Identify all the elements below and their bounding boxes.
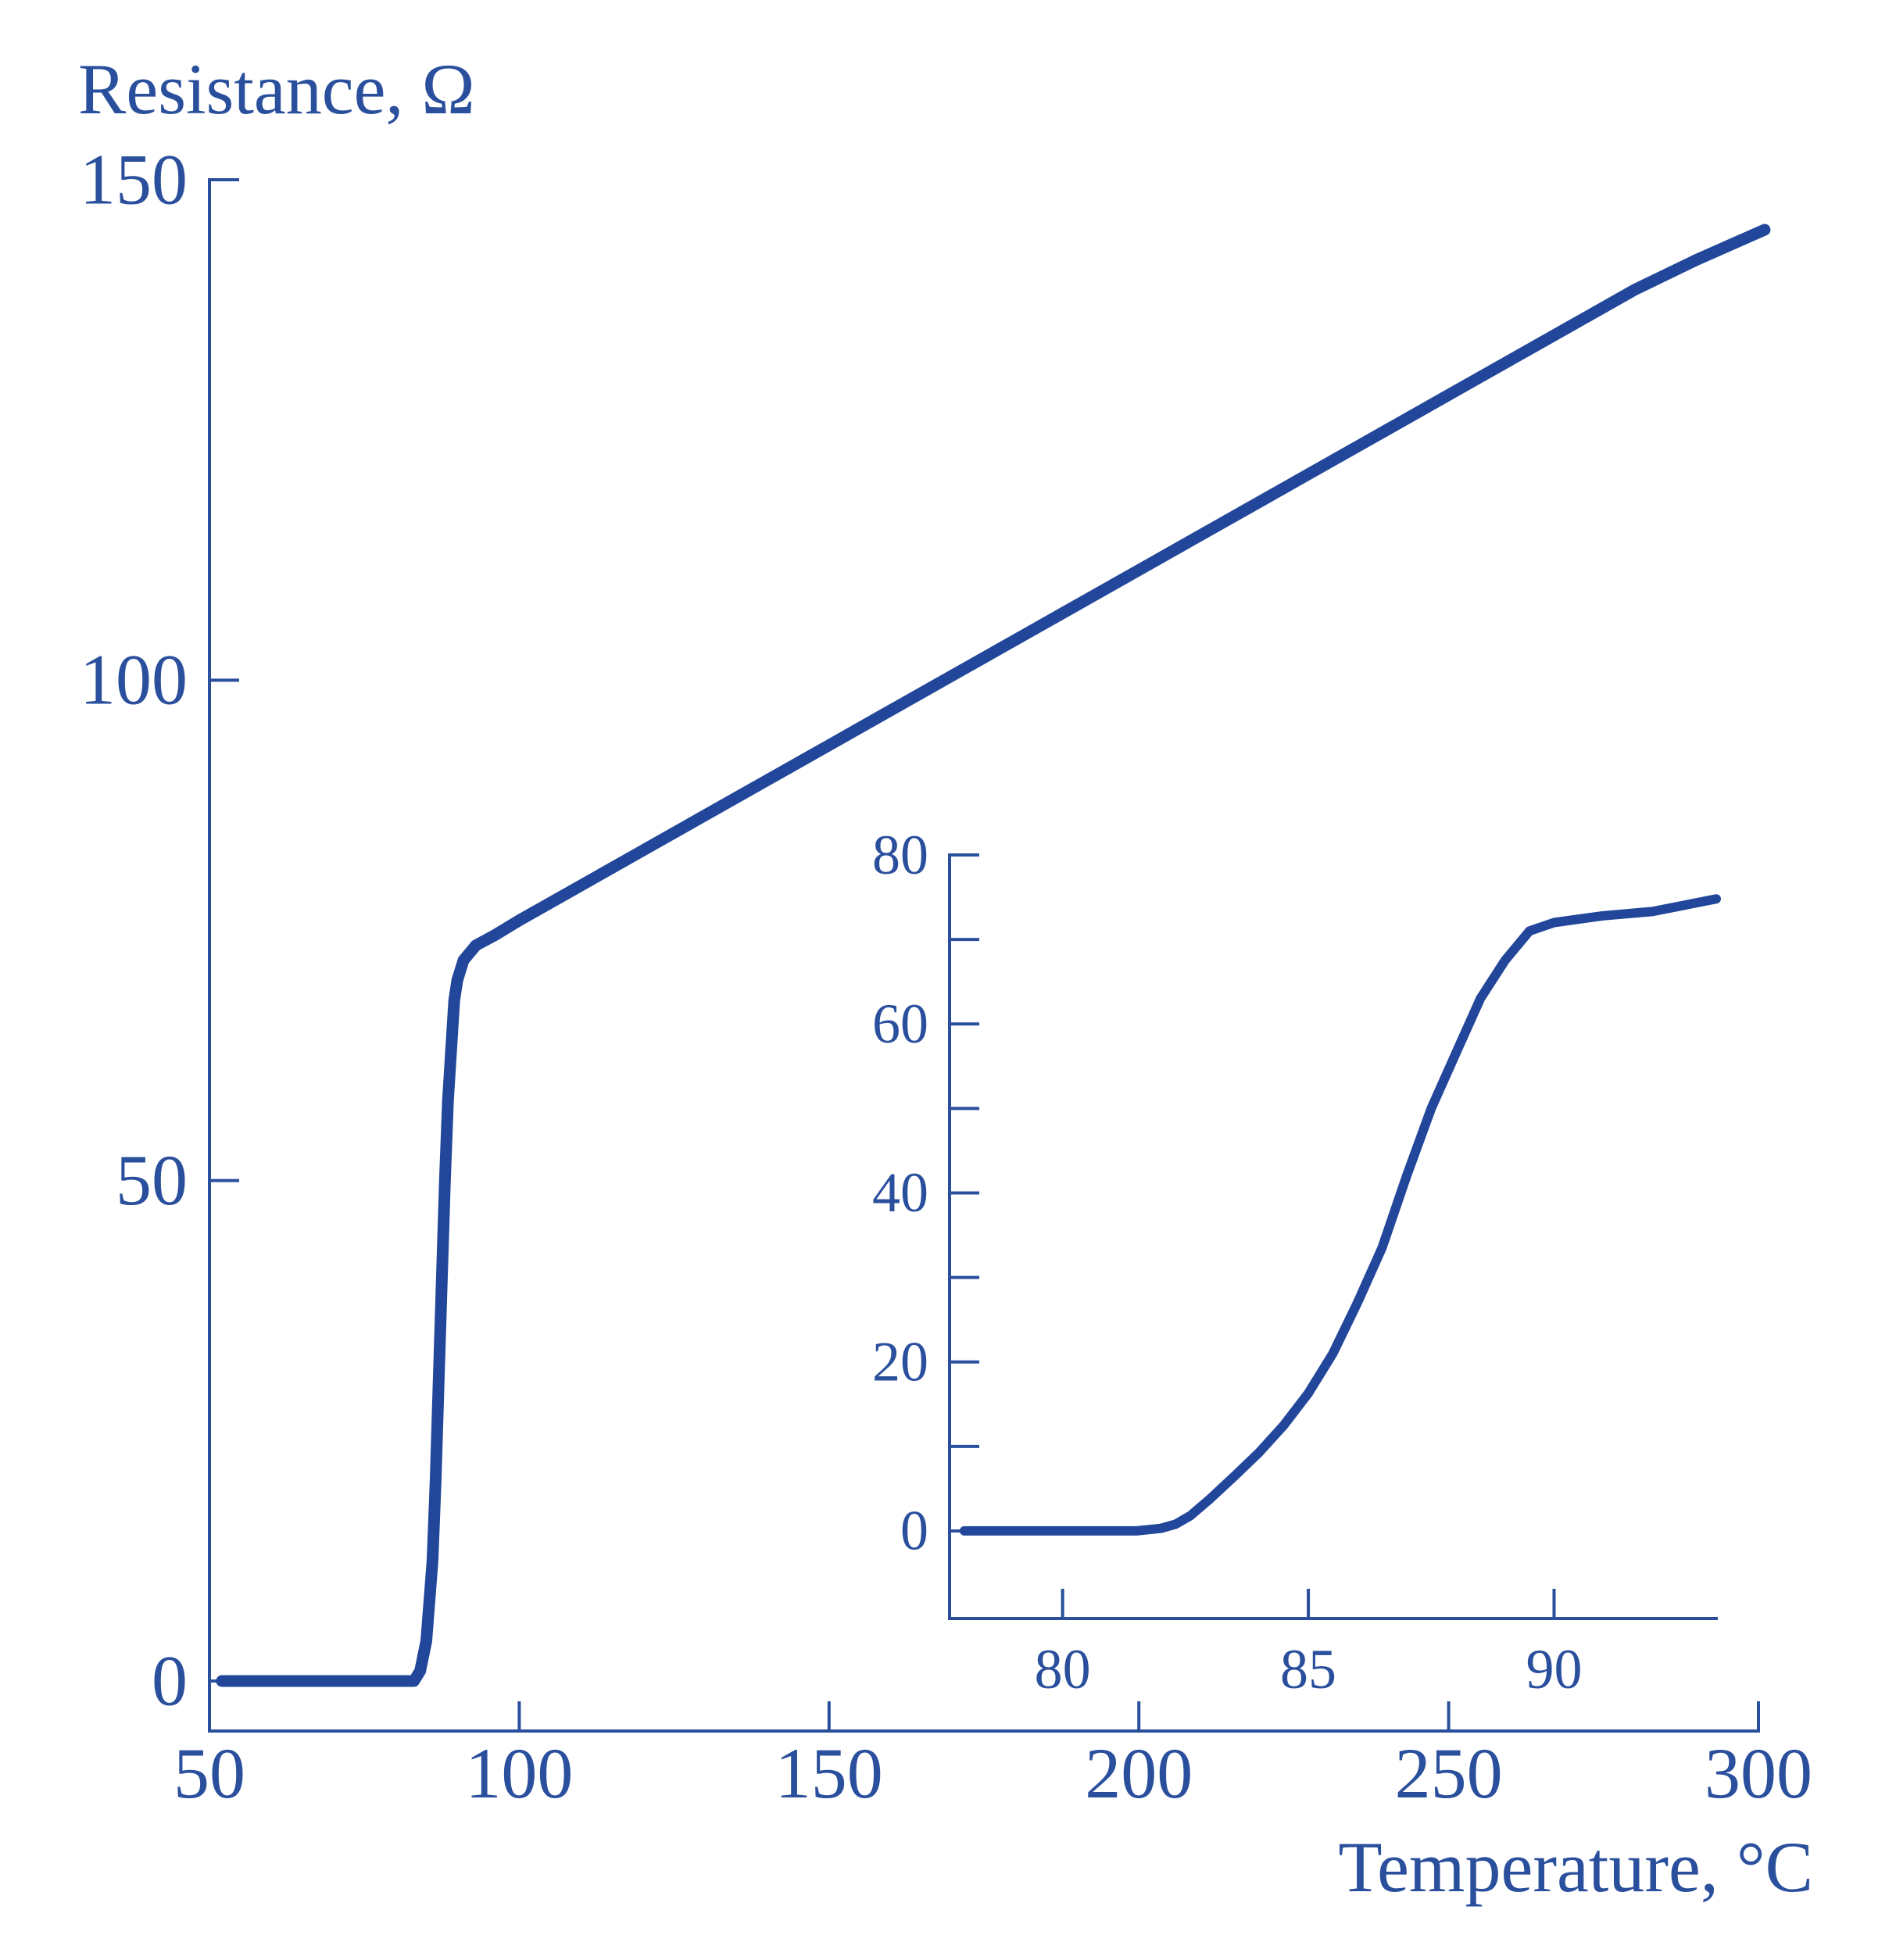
main-y-tick-label: 100	[80, 640, 188, 720]
inset-y-tick-label: 80	[872, 824, 928, 886]
main-x-tick-label: 300	[1705, 1733, 1812, 1813]
inset-x-tick-label: 85	[1280, 1638, 1336, 1701]
inset-y-tick-label: 20	[872, 1330, 928, 1393]
main-x-tick-label: 100	[465, 1733, 573, 1813]
main-x-tick-label: 150	[775, 1733, 883, 1813]
inset-y-tick-label: 40	[872, 1161, 928, 1224]
main-x-axis-label: Temperature, °C	[1338, 1827, 1813, 1907]
inset-y-tick-label: 60	[872, 993, 928, 1055]
inset-x-tick-label: 90	[1526, 1638, 1582, 1701]
main-x-tick-label: 200	[1085, 1733, 1193, 1813]
main-series-line	[216, 224, 1771, 1687]
main-y-tick-label: 150	[80, 139, 188, 219]
main-y-tick-label: 0	[152, 1640, 188, 1720]
inset-panel: 80 85 90 0 20 40 60 80	[872, 824, 1721, 1701]
inset-x-tick-label: 80	[1035, 1638, 1091, 1701]
main-y-tick-label: 50	[116, 1140, 188, 1220]
main-y-axis-label: Resistance, Ω	[78, 49, 475, 129]
main-x-tick-label: 50	[174, 1733, 245, 1813]
inset-series-line	[959, 894, 1721, 1536]
main-x-tick-label: 250	[1395, 1733, 1503, 1813]
inset-y-tick-label: 0	[900, 1500, 928, 1562]
